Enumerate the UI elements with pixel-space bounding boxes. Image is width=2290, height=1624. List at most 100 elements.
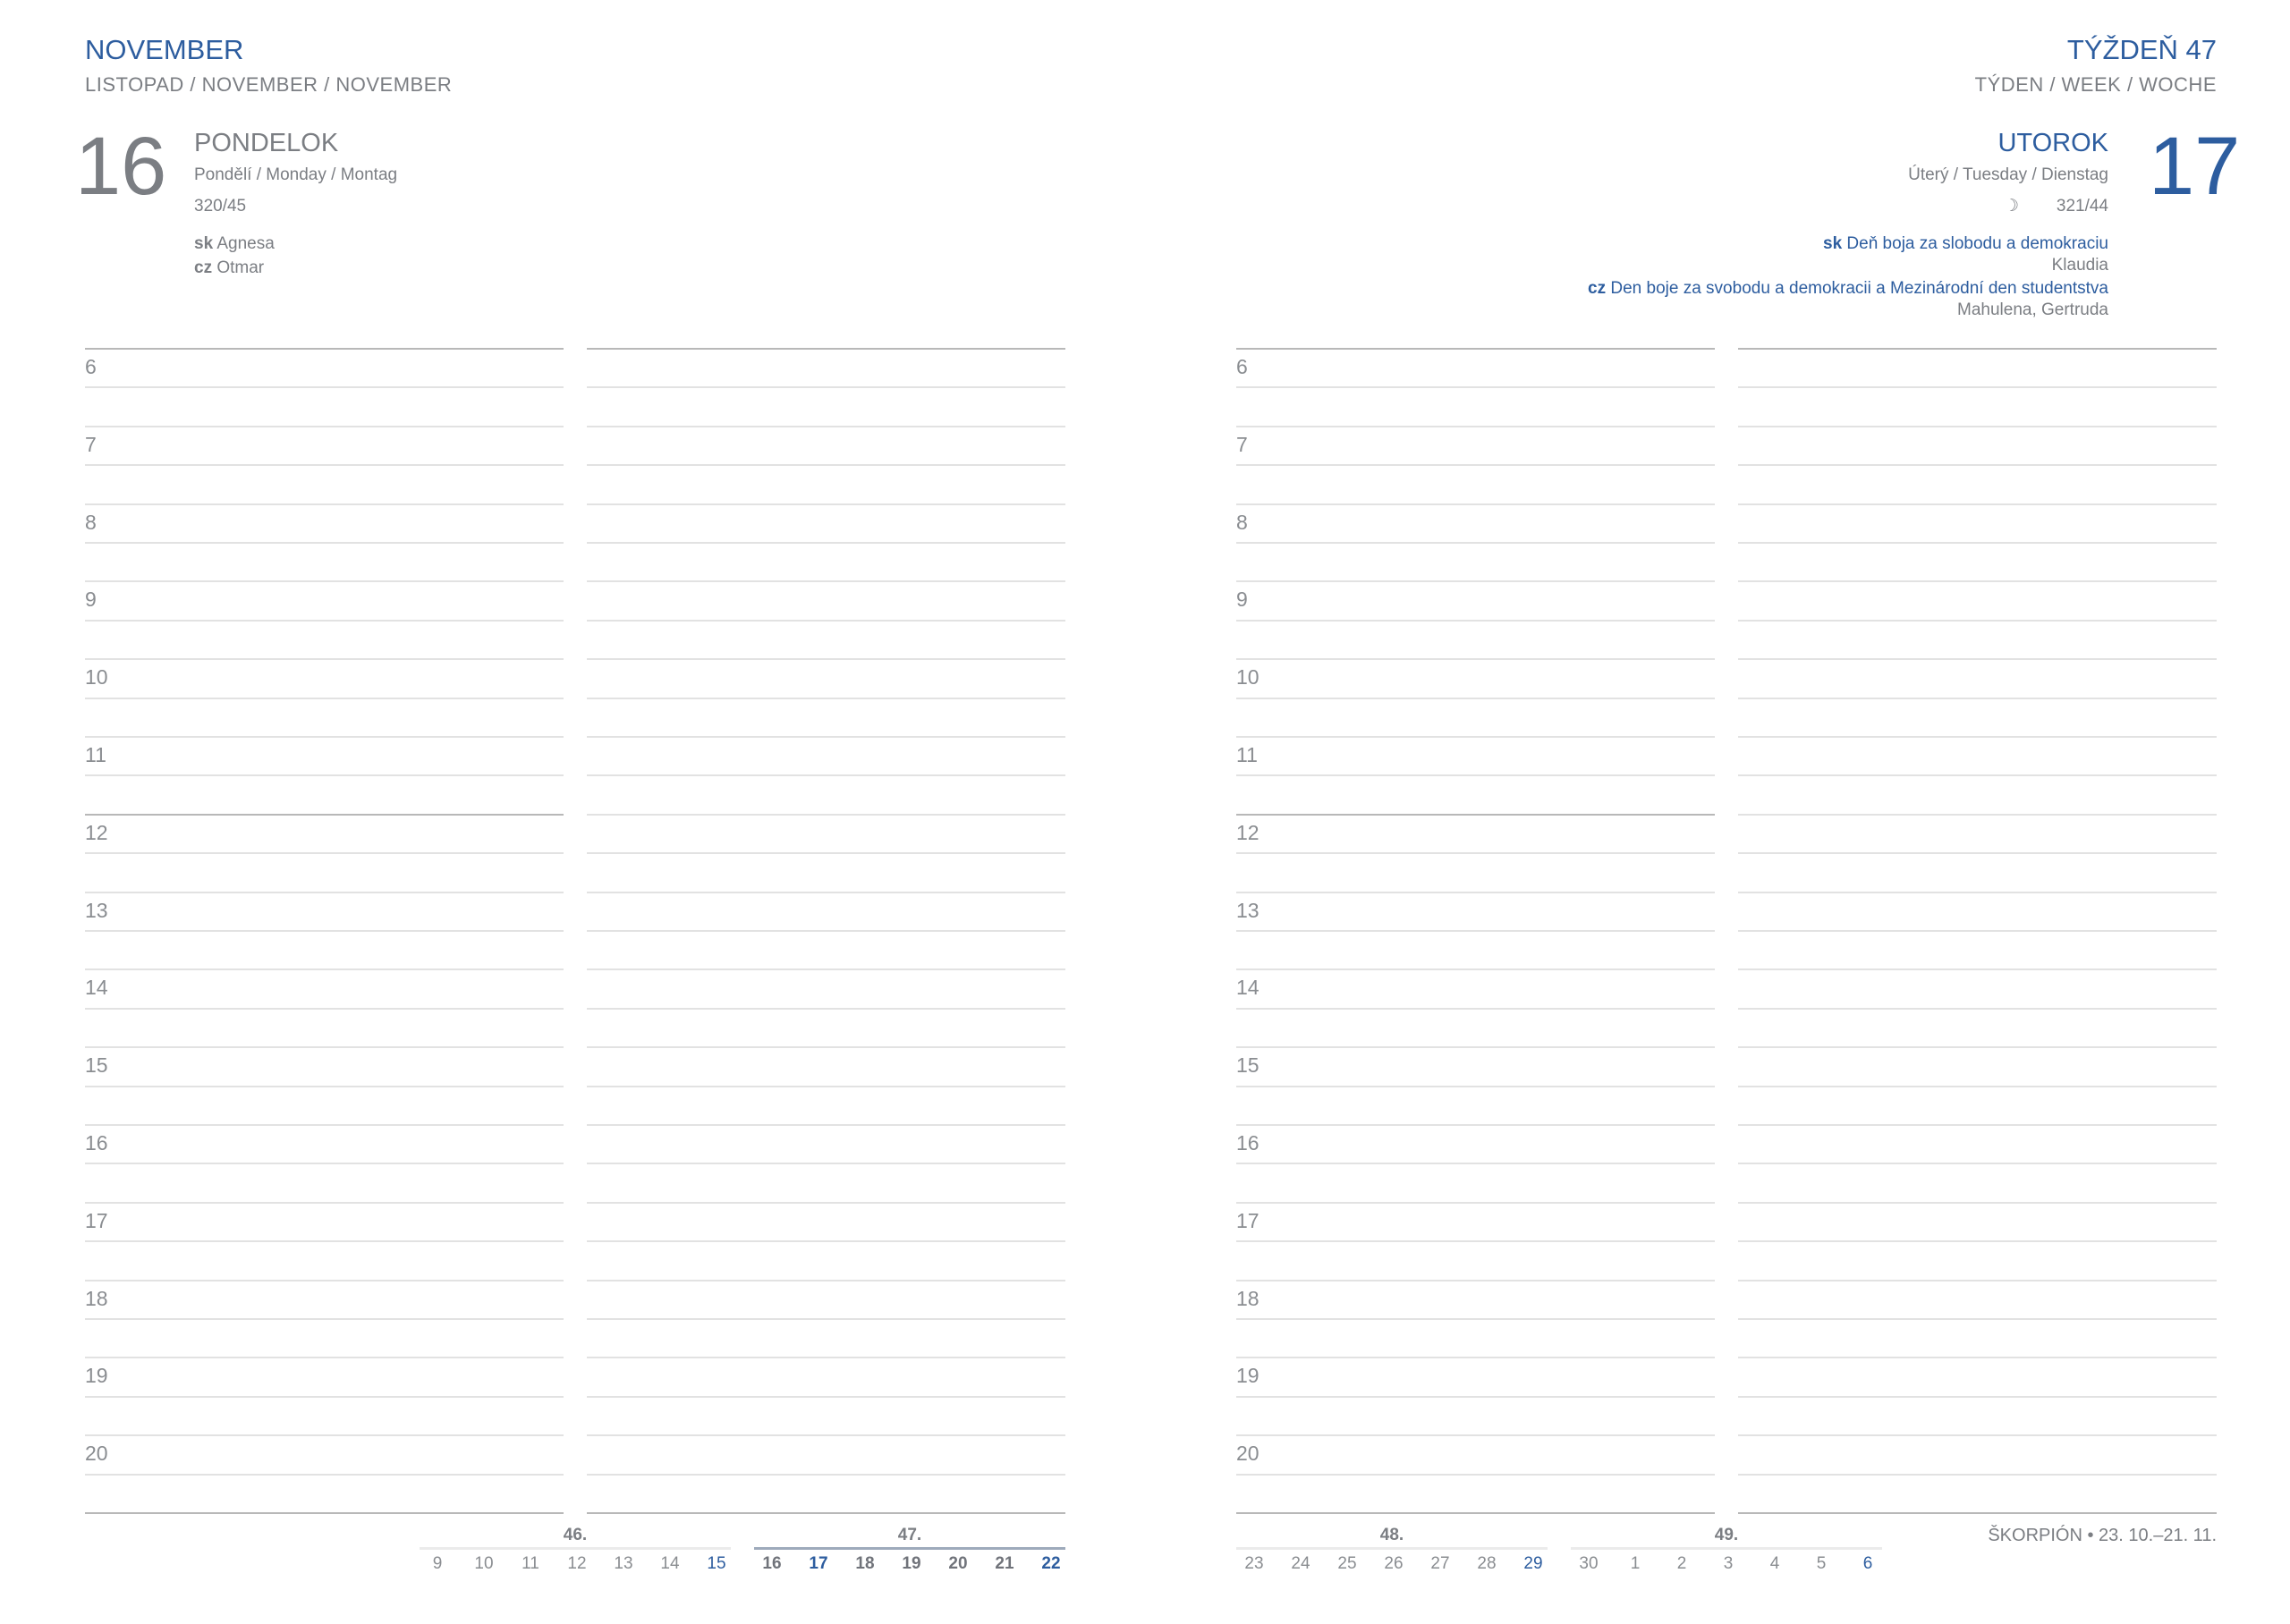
mini-calendar-day[interactable]: 11 [522, 1554, 539, 1573]
lang-code: cz [1588, 279, 1607, 298]
ruled-line [85, 1124, 564, 1126]
hour-label: 20 [85, 1442, 108, 1465]
ruled-line [85, 930, 564, 932]
mini-calendar-day[interactable]: 2 [1676, 1554, 1687, 1573]
ruled-line [1236, 1202, 1715, 1204]
ruled-line [85, 814, 564, 816]
mini-calendar-day[interactable]: 14 [660, 1554, 680, 1573]
zodiac-label: ŠKORPIÓN • 23. 10.–21. 11. [1988, 1526, 2217, 1545]
hour-label: 12 [1236, 821, 1260, 844]
hour-label: 17 [1236, 1209, 1260, 1232]
ruled-line [587, 1240, 1065, 1242]
ruled-line [587, 774, 1065, 776]
ruled-line [587, 736, 1065, 738]
mini-calendar-day[interactable]: 29 [1523, 1554, 1543, 1573]
ruled-line [85, 698, 564, 699]
ruled-line [1738, 1086, 2217, 1087]
mini-calendar-day[interactable]: 16 [762, 1554, 782, 1573]
ruled-line [85, 774, 564, 776]
holiday-sk: sk Deň boja za slobodu a demokraciu [1823, 234, 2108, 254]
nameday-cz-right: Mahulena, Gertruda [1957, 300, 2108, 319]
hour-label: 7 [85, 433, 97, 456]
ruled-line [1236, 774, 1715, 776]
mini-calendar-day[interactable]: 19 [902, 1554, 921, 1573]
ruled-line [85, 386, 564, 388]
ruled-line [85, 968, 564, 970]
ruled-line [85, 580, 564, 582]
ruled-line [587, 620, 1065, 622]
mini-calendar-day[interactable]: 4 [1769, 1554, 1780, 1573]
ruled-line [1236, 1474, 1715, 1476]
mini-calendar-day[interactable]: 15 [707, 1554, 726, 1573]
mini-calendar-day[interactable]: 21 [995, 1554, 1014, 1573]
mini-calendar-day[interactable]: 10 [474, 1554, 494, 1573]
ruled-line [1738, 348, 2217, 350]
ruled-line [85, 542, 564, 544]
mini-calendar-day[interactable]: 23 [1244, 1554, 1264, 1573]
hour-label: 20 [1236, 1442, 1260, 1465]
hour-label: 13 [1236, 899, 1260, 922]
mini-calendar-day[interactable]: 17 [809, 1554, 828, 1573]
ruled-line [1236, 1280, 1715, 1281]
month-title: NOVEMBER [85, 34, 244, 65]
week-number: 46. [563, 1526, 588, 1544]
ruled-line [1236, 1512, 1715, 1514]
day-of-year-left: 320/45 [194, 197, 247, 216]
day-name-left: PONDELOK [194, 129, 339, 157]
ruled-line [587, 1124, 1065, 1126]
mini-calendar-day[interactable]: 25 [1337, 1554, 1357, 1573]
ruled-line [1738, 1202, 2217, 1204]
ruled-line [1236, 503, 1715, 505]
ruled-line [1738, 1318, 2217, 1320]
mini-calendar-day[interactable]: 6 [1862, 1554, 1873, 1573]
day-number-right: 17 [2149, 121, 2241, 212]
ruled-line [85, 1357, 564, 1358]
mini-calendar-day[interactable]: 24 [1291, 1554, 1310, 1573]
hour-label: 19 [1236, 1364, 1260, 1387]
mini-calendar-day[interactable]: 27 [1430, 1554, 1450, 1573]
ruled-line [1738, 1240, 2217, 1242]
mini-calendar-day[interactable]: 9 [432, 1554, 443, 1573]
mini-calendar-day[interactable]: 3 [1723, 1554, 1734, 1573]
ruled-line [85, 348, 564, 350]
ruled-line [1236, 1046, 1715, 1048]
hour-label: 9 [1236, 588, 1248, 611]
ruled-line [85, 464, 564, 466]
ruled-line [1738, 736, 2217, 738]
ruled-line [1236, 1086, 1715, 1087]
ruled-line [85, 1008, 564, 1010]
mini-calendar-day[interactable]: 13 [614, 1554, 633, 1573]
ruled-line [1236, 1124, 1715, 1126]
mini-calendar-day[interactable]: 26 [1384, 1554, 1404, 1573]
ruled-line [1738, 503, 2217, 505]
ruled-line [587, 464, 1065, 466]
mini-calendar-day[interactable]: 30 [1579, 1554, 1599, 1573]
week-underline [1571, 1547, 1882, 1550]
mini-calendar-day[interactable]: 12 [567, 1554, 587, 1573]
ruled-line [587, 1396, 1065, 1398]
nameday-name: Agnesa [216, 234, 275, 253]
ruled-line [1738, 1046, 2217, 1048]
ruled-line [587, 892, 1065, 893]
hour-label: 18 [85, 1287, 108, 1310]
week-title: TÝŽDEŇ 47 [2066, 34, 2217, 65]
mini-calendar-day[interactable]: 18 [855, 1554, 875, 1573]
mini-calendar-day[interactable]: 22 [1041, 1554, 1061, 1573]
mini-calendar-day[interactable]: 5 [1816, 1554, 1827, 1573]
ruled-line [587, 1474, 1065, 1476]
hour-label: 10 [85, 665, 108, 689]
ruled-line [1236, 1318, 1715, 1320]
mini-calendar-day[interactable]: 20 [948, 1554, 968, 1573]
ruled-line [587, 580, 1065, 582]
day-number-left: 16 [75, 121, 167, 212]
ruled-line [587, 348, 1065, 350]
mini-calendar-day[interactable]: 28 [1477, 1554, 1497, 1573]
ruled-line [1236, 968, 1715, 970]
ruled-line [85, 1163, 564, 1164]
ruled-line [1236, 1357, 1715, 1358]
ruled-line [587, 542, 1065, 544]
mini-calendar-day[interactable]: 1 [1630, 1554, 1641, 1573]
ruled-line [1236, 464, 1715, 466]
ruled-line [587, 1318, 1065, 1320]
nameday-sk: sk Agnesa [194, 234, 275, 254]
